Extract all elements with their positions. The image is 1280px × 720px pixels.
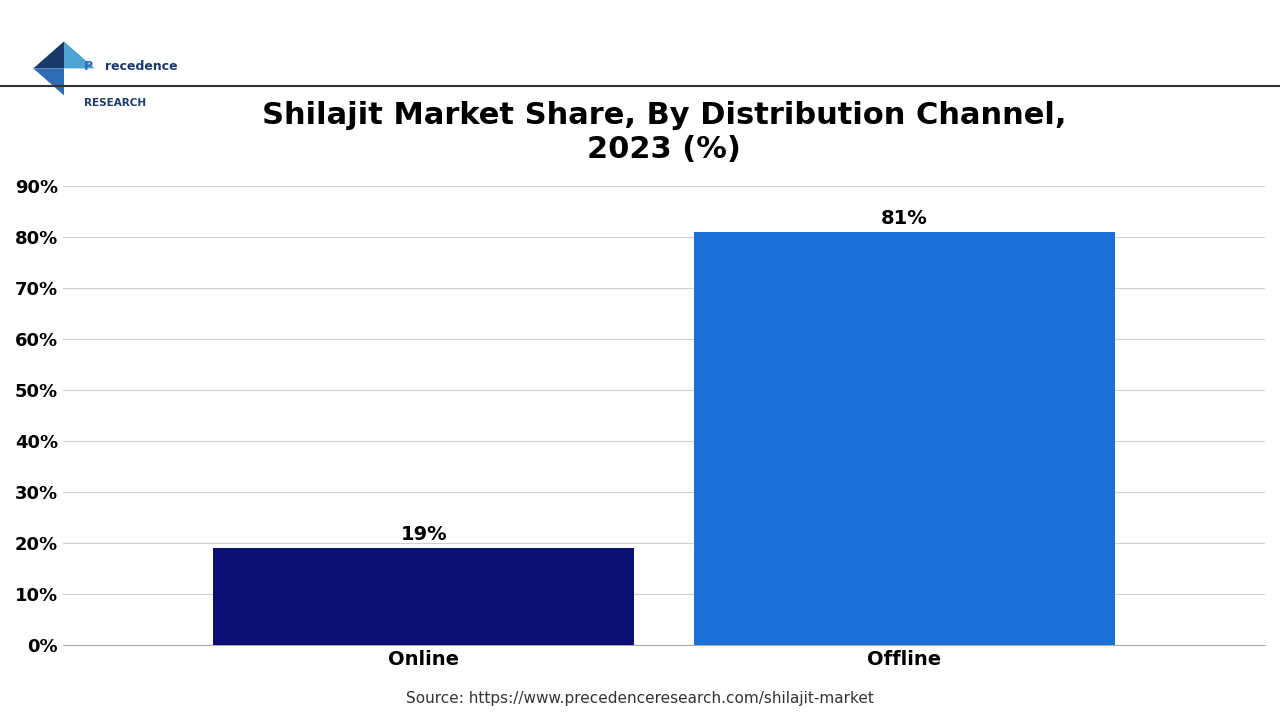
Text: 81%: 81%: [881, 209, 928, 228]
Bar: [214, 548, 634, 645]
Text: RESEARCH: RESEARCH: [84, 98, 146, 108]
Text: P: P: [84, 60, 93, 73]
Polygon shape: [33, 41, 64, 68]
Title: Shilajit Market Share, By Distribution Channel,
2023 (%): Shilajit Market Share, By Distribution C…: [262, 102, 1066, 164]
Text: Source: https://www.precedenceresearch.com/shilajit-market: Source: https://www.precedenceresearch.c…: [406, 690, 874, 706]
Bar: [694, 232, 1115, 645]
Text: recedence: recedence: [105, 60, 178, 73]
Text: 19%: 19%: [401, 525, 447, 544]
Polygon shape: [64, 41, 95, 68]
Polygon shape: [33, 68, 64, 95]
